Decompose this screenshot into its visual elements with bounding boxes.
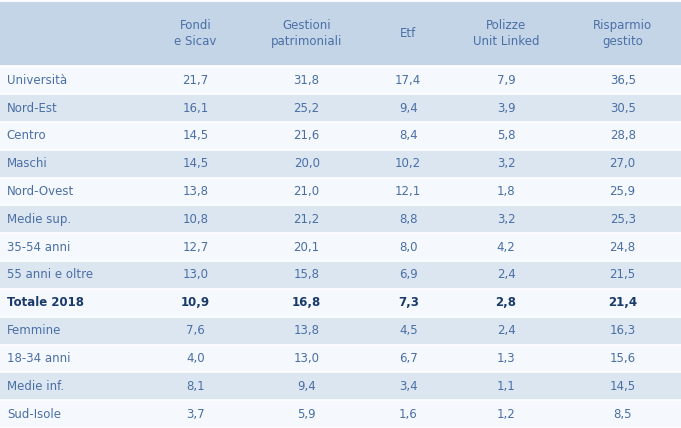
Text: 10,2: 10,2 [395,157,422,170]
Text: 30,5: 30,5 [609,101,635,115]
Text: Centro: Centro [7,129,46,143]
Text: 35-54 anni: 35-54 anni [7,241,70,254]
Bar [0,233,681,261]
Text: 25,3: 25,3 [609,213,635,226]
Text: 21,0: 21,0 [294,185,319,198]
Text: Nord-Est: Nord-Est [7,101,58,115]
Bar [0,205,681,233]
Text: Etf: Etf [400,27,416,40]
Text: 3,4: 3,4 [399,380,417,393]
Text: 20,1: 20,1 [294,241,319,254]
Text: 16,8: 16,8 [292,296,321,309]
Text: 21,5: 21,5 [609,268,636,282]
Text: Femmine: Femmine [7,324,61,337]
Bar [0,400,681,428]
Text: 4,5: 4,5 [399,324,417,337]
Text: Risparmio
gestito: Risparmio gestito [593,19,652,48]
Text: 21,4: 21,4 [608,296,637,309]
Text: 25,9: 25,9 [609,185,636,198]
Bar [0,178,681,205]
Bar [0,289,681,317]
Text: Polizze
Unit Linked: Polizze Unit Linked [473,19,539,48]
Text: 9,4: 9,4 [298,380,316,393]
Text: 10,8: 10,8 [183,213,208,226]
Text: 24,8: 24,8 [609,241,636,254]
Text: 8,5: 8,5 [614,407,632,421]
Text: 3,7: 3,7 [187,407,205,421]
Text: Nord-Ovest: Nord-Ovest [7,185,74,198]
Bar [0,372,681,400]
Text: Gestioni
patrimoniali: Gestioni patrimoniali [271,19,343,48]
Text: 14,5: 14,5 [183,129,208,143]
Bar [0,261,681,289]
Text: 7,3: 7,3 [398,296,419,309]
Text: 18-34 anni: 18-34 anni [7,352,70,365]
Text: 13,0: 13,0 [183,268,208,282]
Text: 5,9: 5,9 [298,407,316,421]
Text: 27,0: 27,0 [609,157,636,170]
Text: 20,0: 20,0 [294,157,319,170]
Text: 8,8: 8,8 [399,213,417,226]
Text: 31,8: 31,8 [294,74,319,87]
Text: Sud-Isole: Sud-Isole [7,407,61,421]
Text: 8,0: 8,0 [399,241,417,254]
Bar [0,94,681,122]
Text: 13,8: 13,8 [183,185,208,198]
Text: 17,4: 17,4 [395,74,422,87]
Text: 3,9: 3,9 [496,101,516,115]
Text: 16,3: 16,3 [609,324,636,337]
Text: 5,8: 5,8 [497,129,516,143]
Text: 15,8: 15,8 [294,268,319,282]
Text: 4,2: 4,2 [496,241,516,254]
Text: 14,5: 14,5 [609,380,636,393]
Text: 28,8: 28,8 [609,129,635,143]
Bar [0,150,681,178]
Text: 16,1: 16,1 [183,101,209,115]
Text: 1,8: 1,8 [496,185,516,198]
Text: 13,8: 13,8 [294,324,319,337]
Text: 12,1: 12,1 [395,185,422,198]
Text: 1,2: 1,2 [496,407,516,421]
Text: 55 anni e oltre: 55 anni e oltre [7,268,93,282]
Text: 3,2: 3,2 [496,157,516,170]
Text: 14,5: 14,5 [183,157,208,170]
Text: 15,6: 15,6 [609,352,636,365]
Text: 6,7: 6,7 [399,352,417,365]
Bar [0,0,681,66]
Text: 9,4: 9,4 [399,101,417,115]
Text: 21,7: 21,7 [183,74,209,87]
Text: 7,9: 7,9 [496,74,516,87]
Text: 2,8: 2,8 [496,296,517,309]
Text: 1,6: 1,6 [399,407,417,421]
Text: Maschi: Maschi [7,157,48,170]
Text: 2,4: 2,4 [496,324,516,337]
Text: Medie inf.: Medie inf. [7,380,64,393]
Text: Totale 2018: Totale 2018 [7,296,84,309]
Text: 4,0: 4,0 [187,352,205,365]
Bar [0,345,681,372]
Text: Fondi
e Sicav: Fondi e Sicav [174,19,217,48]
Text: 1,1: 1,1 [496,380,516,393]
Bar [0,122,681,150]
Text: 1,3: 1,3 [496,352,516,365]
Text: 10,9: 10,9 [181,296,210,309]
Text: 6,9: 6,9 [399,268,417,282]
Text: 7,6: 7,6 [187,324,205,337]
Text: 21,2: 21,2 [294,213,320,226]
Text: Medie sup.: Medie sup. [7,213,71,226]
Text: 21,6: 21,6 [294,129,320,143]
Bar [0,66,681,94]
Text: 8,1: 8,1 [187,380,205,393]
Bar [0,317,681,345]
Text: 8,4: 8,4 [399,129,417,143]
Text: 25,2: 25,2 [294,101,319,115]
Text: 2,4: 2,4 [496,268,516,282]
Text: Università: Università [7,74,67,87]
Text: 3,2: 3,2 [496,213,516,226]
Text: 12,7: 12,7 [183,241,209,254]
Text: 13,0: 13,0 [294,352,319,365]
Text: 36,5: 36,5 [609,74,635,87]
